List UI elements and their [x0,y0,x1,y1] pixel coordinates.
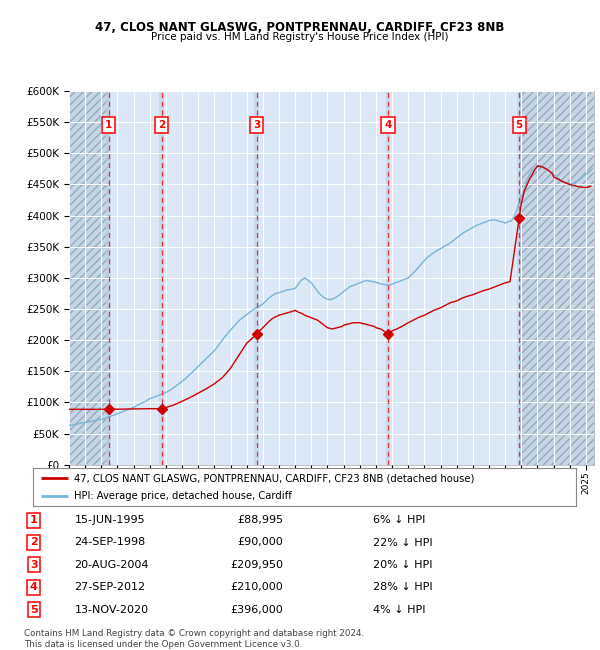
Text: 27-SEP-2012: 27-SEP-2012 [74,582,146,592]
Text: 2: 2 [158,120,165,130]
Text: £209,950: £209,950 [230,560,283,570]
Text: 3: 3 [30,560,38,570]
Text: 24-SEP-1998: 24-SEP-1998 [74,538,146,547]
Bar [254,91,259,465]
Text: 22% ↓ HPI: 22% ↓ HPI [373,538,433,547]
Text: Price paid vs. HM Land Registry's House Price Index (HPI): Price paid vs. HM Land Registry's House … [151,32,449,42]
Text: 15-JUN-1995: 15-JUN-1995 [74,515,145,525]
Text: £90,000: £90,000 [238,538,283,547]
Text: Contains HM Land Registry data © Crown copyright and database right 2024.
This d: Contains HM Land Registry data © Crown c… [24,629,364,649]
Text: 47, CLOS NANT GLASWG, PONTPRENNAU, CARDIFF, CF23 8NB (detached house): 47, CLOS NANT GLASWG, PONTPRENNAU, CARDI… [74,473,474,483]
Bar [519,91,594,465]
Bar [69,91,109,465]
Text: 1: 1 [105,120,112,130]
Bar [106,91,111,465]
Text: 20% ↓ HPI: 20% ↓ HPI [373,560,433,570]
Text: 2: 2 [30,538,38,547]
Text: £396,000: £396,000 [230,604,283,614]
Text: 1: 1 [30,515,38,525]
Text: HPI: Average price, detached house, Cardiff: HPI: Average price, detached house, Card… [74,491,292,501]
Text: 4: 4 [30,582,38,592]
Text: 6% ↓ HPI: 6% ↓ HPI [373,515,425,525]
Text: £210,000: £210,000 [230,582,283,592]
Text: 4% ↓ HPI: 4% ↓ HPI [373,604,426,614]
Text: 20-AUG-2004: 20-AUG-2004 [74,560,149,570]
Text: 3: 3 [253,120,260,130]
Bar [386,91,391,465]
Text: 5: 5 [515,120,523,130]
Text: £88,995: £88,995 [237,515,283,525]
Text: 47, CLOS NANT GLASWG, PONTPRENNAU, CARDIFF, CF23 8NB: 47, CLOS NANT GLASWG, PONTPRENNAU, CARDI… [95,21,505,34]
Text: 4: 4 [385,120,392,130]
Bar [159,91,164,465]
Text: 13-NOV-2020: 13-NOV-2020 [74,604,149,614]
Bar [517,91,521,465]
Text: 28% ↓ HPI: 28% ↓ HPI [373,582,433,592]
Text: 5: 5 [30,604,38,614]
